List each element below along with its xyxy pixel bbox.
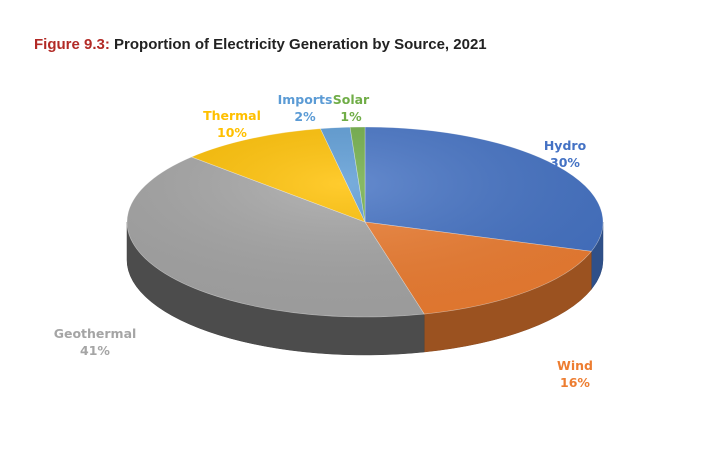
slice-label-hydro: Hydro xyxy=(544,138,587,153)
slice-value-hydro: 30% xyxy=(550,155,580,170)
slice-label-thermal: Thermal xyxy=(203,108,261,123)
figure-title-text: Proportion of Electricity Generation by … xyxy=(114,36,487,53)
figure-title: Figure 9.3: Proportion of Electricity Ge… xyxy=(34,36,487,53)
slice-value-imports: 2% xyxy=(294,109,316,124)
slice-label-imports: Imports xyxy=(278,92,333,107)
slice-value-wind: 16% xyxy=(560,375,590,390)
slice-value-thermal: 10% xyxy=(217,125,247,140)
slice-value-solar: 1% xyxy=(340,109,362,124)
figure-number: Figure 9.3: xyxy=(34,36,110,53)
slice-label-wind: Wind xyxy=(557,358,593,373)
slice-label-geothermal: Geothermal xyxy=(54,326,137,341)
slice-label-solar: Solar xyxy=(333,92,370,107)
slice-value-geothermal: 41% xyxy=(80,343,110,358)
pie-top-shading xyxy=(127,127,603,317)
